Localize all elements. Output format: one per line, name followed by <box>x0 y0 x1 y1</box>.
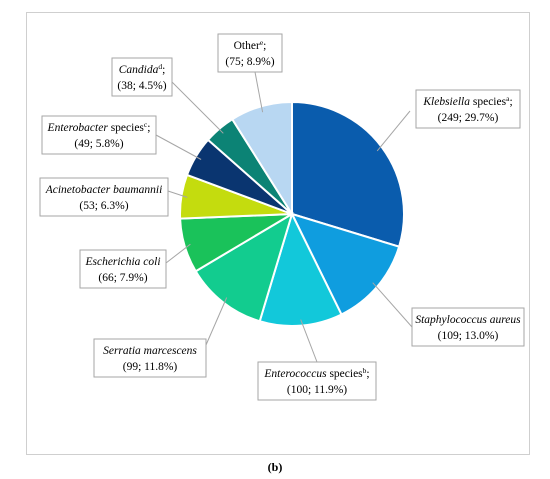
slice-label-box-0 <box>415 89 521 129</box>
slice-label-name-1: Staphylococcus aureus <box>415 314 521 326</box>
chart-frame <box>26 12 530 455</box>
slice-footnote-mark: e <box>260 38 264 47</box>
slice-label-box-8 <box>217 33 283 73</box>
slice-label-name-5: Acinetobacter baumannii <box>45 184 163 196</box>
slice-name-trail: ; <box>366 368 369 380</box>
slice-label-box-1 <box>411 307 525 347</box>
slice-name-trail: ; <box>147 122 150 134</box>
slice-label-name-8: Othere; <box>234 38 267 52</box>
slice-label-name-2: Enterococcus speciesb; <box>263 366 369 380</box>
slice-labels: Klebsiella speciesa;(249; 29.7%)Staphylo… <box>39 33 525 401</box>
slice-label-value-0: (249; 29.7%) <box>438 112 499 124</box>
slice-name-trail: ; <box>263 40 266 52</box>
slice-name: Enterococcus <box>263 368 327 380</box>
leader-line-5 <box>167 190 188 198</box>
leader-line-1 <box>372 282 413 328</box>
slice-label-value-7: (38; 4.5%) <box>117 80 166 92</box>
slice-label-value-2: (100; 11.9%) <box>287 384 347 396</box>
slice-label-name-7: Candidad; <box>119 62 166 76</box>
slice-label-box-5 <box>39 177 169 217</box>
leader-line-2 <box>300 319 318 363</box>
slice-label-value-6: (49; 5.8%) <box>74 138 123 150</box>
slice-label-box-7 <box>111 57 173 97</box>
slice-footnote-mark: d <box>158 62 162 71</box>
leader-line-3 <box>205 297 228 346</box>
slice-name: Acinetobacter baumannii <box>45 184 163 196</box>
slice-label-box-2 <box>257 361 377 401</box>
leader-line-4 <box>165 243 191 264</box>
slice-footnote-mark: a <box>506 94 510 103</box>
slice-name: Candida <box>119 64 159 76</box>
pie-slice-3 <box>194 211 294 323</box>
slice-label-value-1: (109; 13.0%) <box>438 330 499 342</box>
slice-name: Staphylococcus aureus <box>415 314 521 326</box>
slice-name: Serratia marcescens <box>103 345 197 357</box>
slice-label-box-6 <box>41 115 157 155</box>
leader-line-6 <box>155 134 202 160</box>
slice-label-value-4: (66; 7.9%) <box>98 272 147 284</box>
slice-label-name-3: Serratia marcescens <box>103 345 197 357</box>
slice-label-name-0: Klebsiella speciesa; <box>422 94 512 108</box>
pie-slices <box>179 100 405 328</box>
slice-label-value-3: (99; 11.8%) <box>123 361 178 373</box>
slice-label-name-4: Escherichia coli <box>84 256 160 268</box>
slice-footnote-mark: b <box>363 366 367 375</box>
slice-label-value-5: (53; 6.3%) <box>79 200 128 212</box>
slice-footnote-mark: c <box>144 120 148 129</box>
leader-line-8 <box>254 71 264 113</box>
pie-slice-1 <box>290 212 401 316</box>
slice-name-suffix: species <box>470 96 507 108</box>
slice-name-trail: ; <box>162 64 165 76</box>
leader-line-0 <box>376 110 411 152</box>
pie-slice-8 <box>230 100 293 218</box>
slice-label-name-6: Enterobacter speciesc; <box>47 120 151 134</box>
pie-slice-2 <box>258 211 343 328</box>
slice-label-box-3 <box>93 338 207 378</box>
leader-lines <box>155 71 413 363</box>
leader-line-7 <box>171 81 224 134</box>
slice-name: Klebsiella <box>422 96 470 108</box>
slice-name: Enterobacter <box>47 122 109 134</box>
slice-name-trail: ; <box>509 96 512 108</box>
slice-label-value-8: (75; 8.9%) <box>225 56 274 68</box>
slice-name-suffix: species <box>327 368 364 380</box>
slice-name: Other <box>234 40 260 52</box>
slice-label-box-4 <box>79 249 167 289</box>
pie-slice-0 <box>291 100 405 248</box>
figure-caption: (b) <box>267 460 283 474</box>
slice-name: Escherichia coli <box>84 256 160 268</box>
slice-name-suffix: species <box>108 122 145 134</box>
